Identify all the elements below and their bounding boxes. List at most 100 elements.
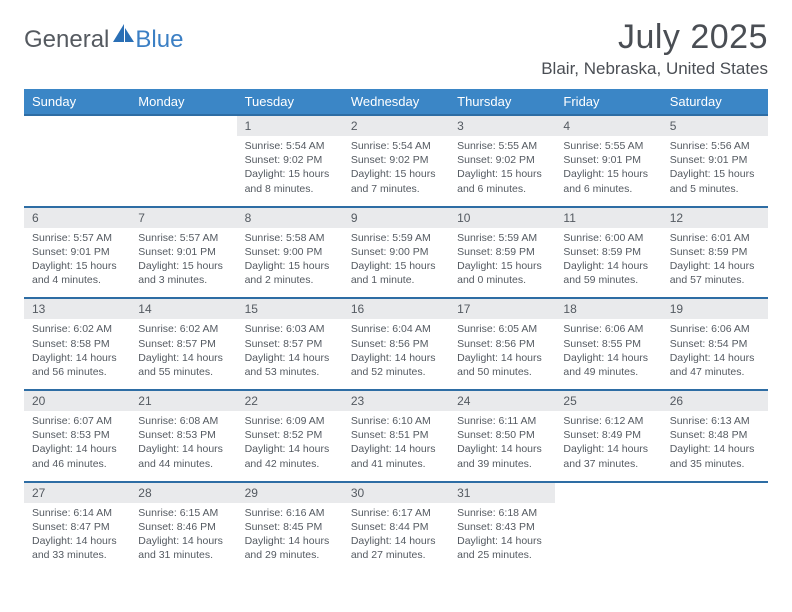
- info-cell: Sunrise: 5:57 AMSunset: 9:01 PMDaylight:…: [130, 228, 236, 299]
- sunset-text: Sunset: 9:02 PM: [457, 153, 547, 167]
- sunrise-text: Sunrise: 6:15 AM: [138, 506, 228, 520]
- sunrise-text: Sunrise: 6:07 AM: [32, 414, 122, 428]
- day-header-row: Sunday Monday Tuesday Wednesday Thursday…: [24, 89, 768, 115]
- daylight-text: Daylight: 14 hours and 25 minutes.: [457, 534, 547, 562]
- sunset-text: Sunset: 8:58 PM: [32, 337, 122, 351]
- sunrise-text: Sunrise: 6:02 AM: [138, 322, 228, 336]
- sunset-text: Sunset: 8:53 PM: [32, 428, 122, 442]
- sunrise-text: Sunrise: 6:09 AM: [245, 414, 335, 428]
- info-cell: Sunrise: 6:04 AMSunset: 8:56 PMDaylight:…: [343, 319, 449, 390]
- date-cell: [555, 482, 661, 503]
- sunrise-text: Sunrise: 6:17 AM: [351, 506, 441, 520]
- sunset-text: Sunset: 8:57 PM: [138, 337, 228, 351]
- sunrise-text: Sunrise: 6:00 AM: [563, 231, 653, 245]
- date-cell: 19: [662, 298, 768, 319]
- sunrise-text: Sunrise: 6:05 AM: [457, 322, 547, 336]
- info-cell: Sunrise: 6:18 AMSunset: 8:43 PMDaylight:…: [449, 503, 555, 573]
- page-container: General Blue July 2025 Blair, Nebraska, …: [0, 0, 792, 590]
- daylight-text: Daylight: 14 hours and 52 minutes.: [351, 351, 441, 379]
- info-cell: Sunrise: 5:58 AMSunset: 9:00 PMDaylight:…: [237, 228, 343, 299]
- daylight-text: Daylight: 15 hours and 2 minutes.: [245, 259, 335, 287]
- calendar-table: Sunday Monday Tuesday Wednesday Thursday…: [24, 89, 768, 572]
- info-cell: Sunrise: 6:08 AMSunset: 8:53 PMDaylight:…: [130, 411, 236, 482]
- sunrise-text: Sunrise: 5:57 AM: [32, 231, 122, 245]
- daylight-text: Daylight: 15 hours and 3 minutes.: [138, 259, 228, 287]
- sunrise-text: Sunrise: 6:03 AM: [245, 322, 335, 336]
- sunset-text: Sunset: 8:56 PM: [457, 337, 547, 351]
- date-cell: 30: [343, 482, 449, 503]
- sunset-text: Sunset: 9:02 PM: [351, 153, 441, 167]
- sunset-text: Sunset: 8:55 PM: [563, 337, 653, 351]
- sunset-text: Sunset: 8:54 PM: [670, 337, 760, 351]
- sunrise-text: Sunrise: 6:18 AM: [457, 506, 547, 520]
- sunrise-text: Sunrise: 5:56 AM: [670, 139, 760, 153]
- daylight-text: Daylight: 15 hours and 6 minutes.: [563, 167, 653, 195]
- daylight-text: Daylight: 14 hours and 53 minutes.: [245, 351, 335, 379]
- daylight-text: Daylight: 14 hours and 57 minutes.: [670, 259, 760, 287]
- sunrise-text: Sunrise: 5:54 AM: [245, 139, 335, 153]
- sunset-text: Sunset: 8:56 PM: [351, 337, 441, 351]
- date-row: 6789101112: [24, 207, 768, 228]
- logo-text-blue: Blue: [135, 26, 183, 54]
- info-cell: Sunrise: 6:03 AMSunset: 8:57 PMDaylight:…: [237, 319, 343, 390]
- info-row: Sunrise: 6:14 AMSunset: 8:47 PMDaylight:…: [24, 503, 768, 573]
- date-cell: 22: [237, 390, 343, 411]
- day-header: Saturday: [662, 89, 768, 115]
- daylight-text: Daylight: 14 hours and 29 minutes.: [245, 534, 335, 562]
- sunrise-text: Sunrise: 5:57 AM: [138, 231, 228, 245]
- sunset-text: Sunset: 9:00 PM: [245, 245, 335, 259]
- info-cell: Sunrise: 6:01 AMSunset: 8:59 PMDaylight:…: [662, 228, 768, 299]
- date-cell: 12: [662, 207, 768, 228]
- daylight-text: Daylight: 14 hours and 35 minutes.: [670, 442, 760, 470]
- sunset-text: Sunset: 8:43 PM: [457, 520, 547, 534]
- info-cell: Sunrise: 6:11 AMSunset: 8:50 PMDaylight:…: [449, 411, 555, 482]
- sunrise-text: Sunrise: 5:55 AM: [457, 139, 547, 153]
- daylight-text: Daylight: 15 hours and 1 minute.: [351, 259, 441, 287]
- info-cell: Sunrise: 5:54 AMSunset: 9:02 PMDaylight:…: [237, 136, 343, 207]
- date-cell: [662, 482, 768, 503]
- date-cell: [24, 115, 130, 136]
- info-cell: Sunrise: 6:16 AMSunset: 8:45 PMDaylight:…: [237, 503, 343, 573]
- date-cell: [130, 115, 236, 136]
- info-cell: Sunrise: 6:05 AMSunset: 8:56 PMDaylight:…: [449, 319, 555, 390]
- sunset-text: Sunset: 8:48 PM: [670, 428, 760, 442]
- info-cell: Sunrise: 5:55 AMSunset: 9:02 PMDaylight:…: [449, 136, 555, 207]
- sunrise-text: Sunrise: 6:13 AM: [670, 414, 760, 428]
- sunset-text: Sunset: 9:01 PM: [32, 245, 122, 259]
- sunrise-text: Sunrise: 6:04 AM: [351, 322, 441, 336]
- info-cell: Sunrise: 5:59 AMSunset: 8:59 PMDaylight:…: [449, 228, 555, 299]
- sunset-text: Sunset: 9:01 PM: [138, 245, 228, 259]
- day-header: Sunday: [24, 89, 130, 115]
- sunset-text: Sunset: 8:50 PM: [457, 428, 547, 442]
- daylight-text: Daylight: 14 hours and 59 minutes.: [563, 259, 653, 287]
- info-cell: Sunrise: 6:06 AMSunset: 8:55 PMDaylight:…: [555, 319, 661, 390]
- sunset-text: Sunset: 8:46 PM: [138, 520, 228, 534]
- day-header: Friday: [555, 89, 661, 115]
- sunrise-text: Sunrise: 6:10 AM: [351, 414, 441, 428]
- daylight-text: Daylight: 14 hours and 55 minutes.: [138, 351, 228, 379]
- date-cell: 11: [555, 207, 661, 228]
- day-header: Monday: [130, 89, 236, 115]
- date-cell: 17: [449, 298, 555, 319]
- date-cell: 24: [449, 390, 555, 411]
- daylight-text: Daylight: 15 hours and 7 minutes.: [351, 167, 441, 195]
- sunrise-text: Sunrise: 6:01 AM: [670, 231, 760, 245]
- sunset-text: Sunset: 8:44 PM: [351, 520, 441, 534]
- sunrise-text: Sunrise: 6:14 AM: [32, 506, 122, 520]
- info-row: Sunrise: 5:54 AMSunset: 9:02 PMDaylight:…: [24, 136, 768, 207]
- daylight-text: Daylight: 15 hours and 0 minutes.: [457, 259, 547, 287]
- date-cell: 29: [237, 482, 343, 503]
- sunset-text: Sunset: 8:45 PM: [245, 520, 335, 534]
- daylight-text: Daylight: 14 hours and 37 minutes.: [563, 442, 653, 470]
- header: General Blue July 2025 Blair, Nebraska, …: [24, 18, 768, 79]
- daylight-text: Daylight: 14 hours and 41 minutes.: [351, 442, 441, 470]
- sunset-text: Sunset: 8:57 PM: [245, 337, 335, 351]
- info-cell: [24, 136, 130, 207]
- date-cell: 23: [343, 390, 449, 411]
- day-header: Thursday: [449, 89, 555, 115]
- info-cell: Sunrise: 6:15 AMSunset: 8:46 PMDaylight:…: [130, 503, 236, 573]
- day-header: Tuesday: [237, 89, 343, 115]
- logo-sail-icon: [113, 24, 135, 47]
- date-cell: 2: [343, 115, 449, 136]
- daylight-text: Daylight: 14 hours and 33 minutes.: [32, 534, 122, 562]
